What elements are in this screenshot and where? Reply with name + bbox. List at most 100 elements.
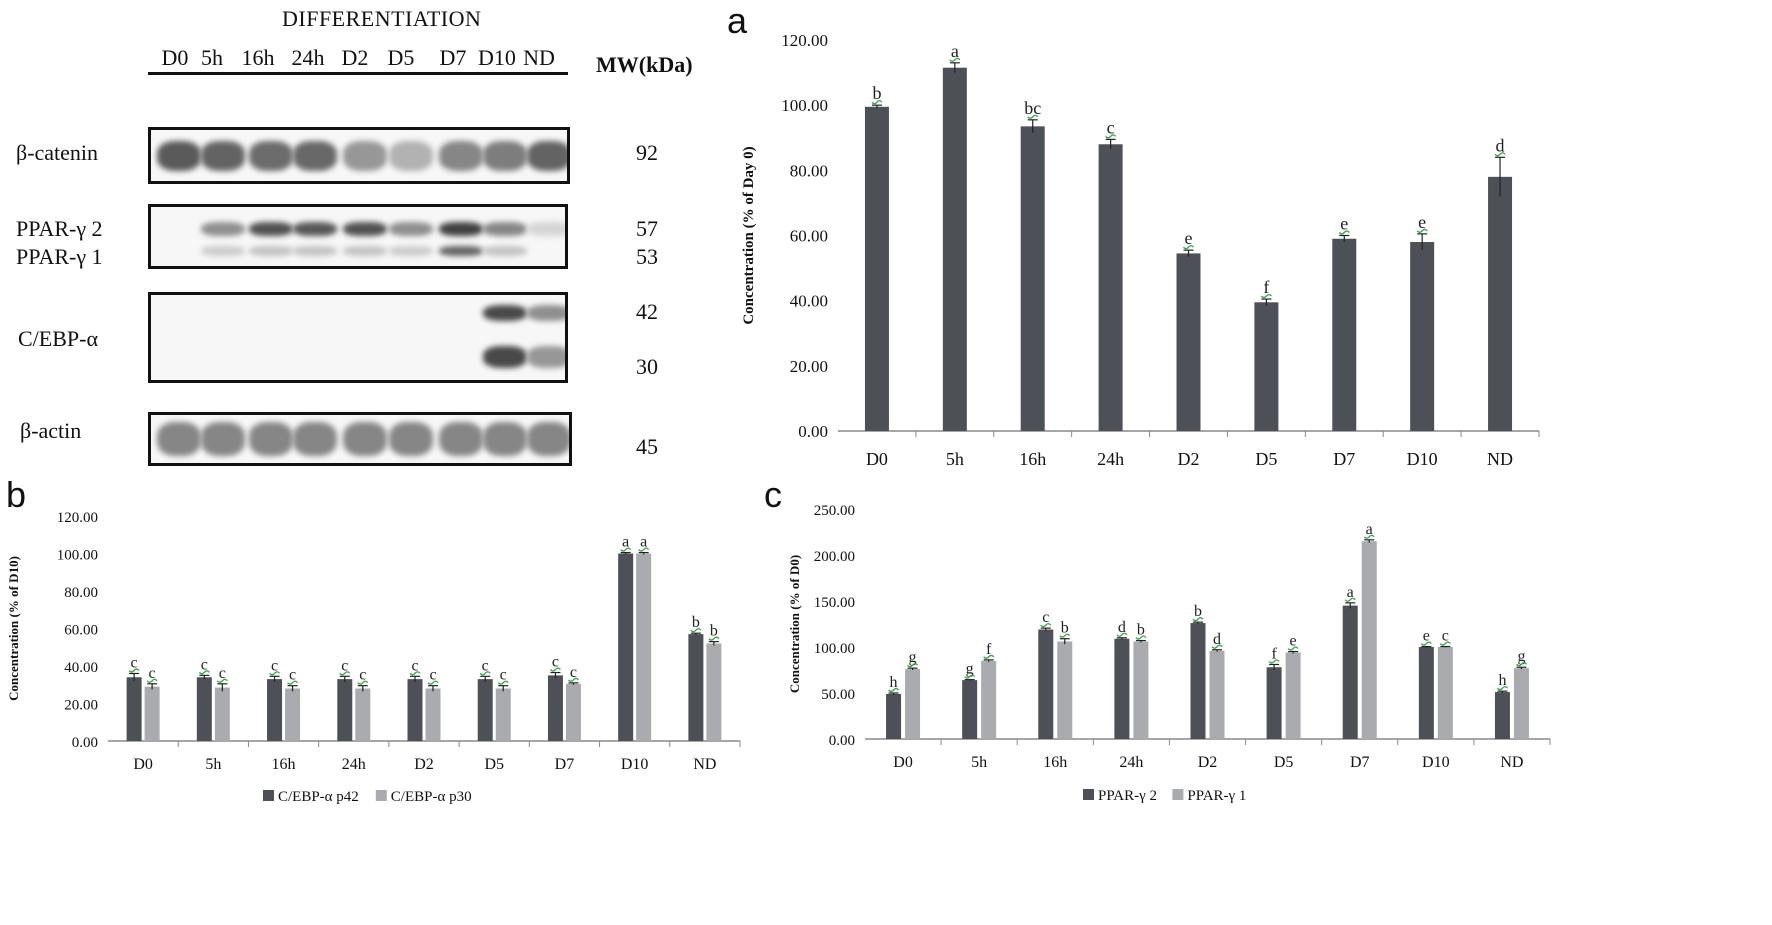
band-beta-catenin	[201, 141, 245, 171]
x-tick-label: D7	[555, 756, 575, 773]
x-tick-label: 5h	[946, 449, 964, 469]
band-pparg2	[483, 222, 527, 236]
significance-squiggle	[888, 687, 900, 693]
significance-squiggle	[549, 667, 561, 672]
band-cebpa42	[527, 305, 565, 321]
lane-label: D7	[439, 45, 467, 70]
band-beta-actin	[293, 422, 337, 456]
significance-letter: a	[640, 534, 647, 551]
significance-letter: c	[271, 657, 278, 674]
band-pparg2	[439, 222, 483, 236]
band-pparg1	[249, 246, 293, 256]
significance-squiggle	[964, 674, 976, 679]
significance-letter: bc	[1024, 98, 1041, 118]
significance-letter: e	[1185, 228, 1193, 248]
bar	[355, 688, 371, 741]
significance-letter: c	[570, 664, 577, 681]
lane-label: ND	[523, 45, 555, 70]
x-tick-label: D2	[1178, 449, 1200, 469]
significance-letter: c	[429, 667, 436, 684]
significance-squiggle	[146, 678, 158, 684]
bar	[636, 553, 652, 741]
lane-label: D10	[478, 45, 516, 70]
band-beta-actin	[249, 422, 293, 456]
significance-squiggle	[1059, 633, 1071, 638]
significance-squiggle	[216, 678, 228, 684]
significance-squiggle	[1344, 597, 1356, 603]
y-tick-label: 200.00	[814, 549, 855, 565]
significance-letter: d	[1496, 135, 1505, 155]
bar	[688, 634, 704, 741]
significance-squiggle	[983, 654, 995, 660]
significance-letter: e	[1340, 214, 1348, 234]
band-beta-catenin	[157, 141, 201, 171]
band-beta-catenin	[439, 141, 483, 171]
y-tick-label: 80.00	[790, 161, 828, 180]
bar	[495, 688, 511, 741]
significance-squiggle	[567, 677, 579, 683]
significance-squiggle	[1027, 114, 1039, 120]
significance-squiggle	[1105, 134, 1117, 139]
band-pparg1	[201, 246, 245, 256]
bar	[1114, 638, 1130, 739]
significance-letter: c	[359, 667, 366, 684]
x-tick-label: D10	[1407, 449, 1438, 469]
significance-letter: c	[341, 657, 348, 674]
bar	[864, 106, 889, 431]
mw-value: 42	[636, 299, 658, 324]
band-beta-actin	[527, 422, 569, 456]
significance-letter: b	[692, 614, 700, 631]
significance-letter: b	[1194, 603, 1202, 620]
bar	[942, 67, 967, 431]
significance-letter: c	[552, 654, 559, 671]
chart-a: 0.00 20.00 40.00 60.00 80.00 100.00 120.00 Conc…	[741, 31, 1540, 469]
significance-letter: b	[872, 83, 881, 103]
lane-label: 5h	[201, 45, 223, 70]
significance-letter: g	[1517, 648, 1525, 665]
bar	[477, 679, 493, 741]
protein-label-beta-catenin: β-catenin	[16, 140, 99, 165]
significance-squiggle	[708, 636, 720, 641]
bar	[1020, 126, 1045, 432]
significance-squiggle	[1268, 659, 1280, 664]
significance-letter: a	[622, 534, 629, 551]
bar	[196, 677, 212, 741]
y-tick-label: 0.00	[829, 733, 855, 749]
bar	[1513, 668, 1529, 739]
significance-letter: c	[149, 665, 156, 682]
significance-letter: d	[1118, 619, 1126, 636]
bar	[126, 677, 142, 741]
y-tick-label: 20.00	[64, 698, 98, 714]
significance-letter: f	[986, 641, 992, 658]
x-tick-label: 24h	[1097, 449, 1124, 469]
bar	[267, 679, 283, 741]
significance-letter: c	[289, 667, 296, 684]
y-tick-label: 80.00	[64, 585, 98, 601]
significance-squiggle	[128, 668, 140, 673]
lane-label: 24h	[291, 45, 325, 70]
band-beta-actin	[343, 422, 387, 456]
bar	[886, 693, 902, 739]
bar	[981, 660, 997, 739]
x-tick-label: ND	[1487, 449, 1513, 469]
significance-squiggle	[1260, 293, 1272, 299]
bar	[337, 679, 353, 741]
blot-strip-pparg	[148, 204, 568, 269]
significance-squiggle	[1515, 662, 1527, 667]
blot-strip-beta-catenin	[148, 127, 570, 184]
panel-letter-c: c	[764, 474, 782, 515]
band-pparg2	[527, 222, 565, 236]
lane-label: D2	[341, 45, 369, 70]
bar	[1190, 623, 1206, 739]
significance-squiggle	[1439, 641, 1451, 646]
bar	[1437, 647, 1453, 739]
y-tick-label: 40.00	[790, 292, 828, 311]
significance-squiggle	[1135, 635, 1147, 640]
lane-label: D5	[387, 45, 415, 70]
significance-squiggle	[1182, 244, 1195, 250]
x-tick-label: D2	[414, 756, 434, 773]
y-axis-label: Concentration (% of Day 0)	[741, 146, 757, 324]
bar	[905, 669, 921, 739]
blot-header: DIFFERENTIATION	[282, 6, 482, 31]
band-pparg1	[343, 246, 387, 256]
